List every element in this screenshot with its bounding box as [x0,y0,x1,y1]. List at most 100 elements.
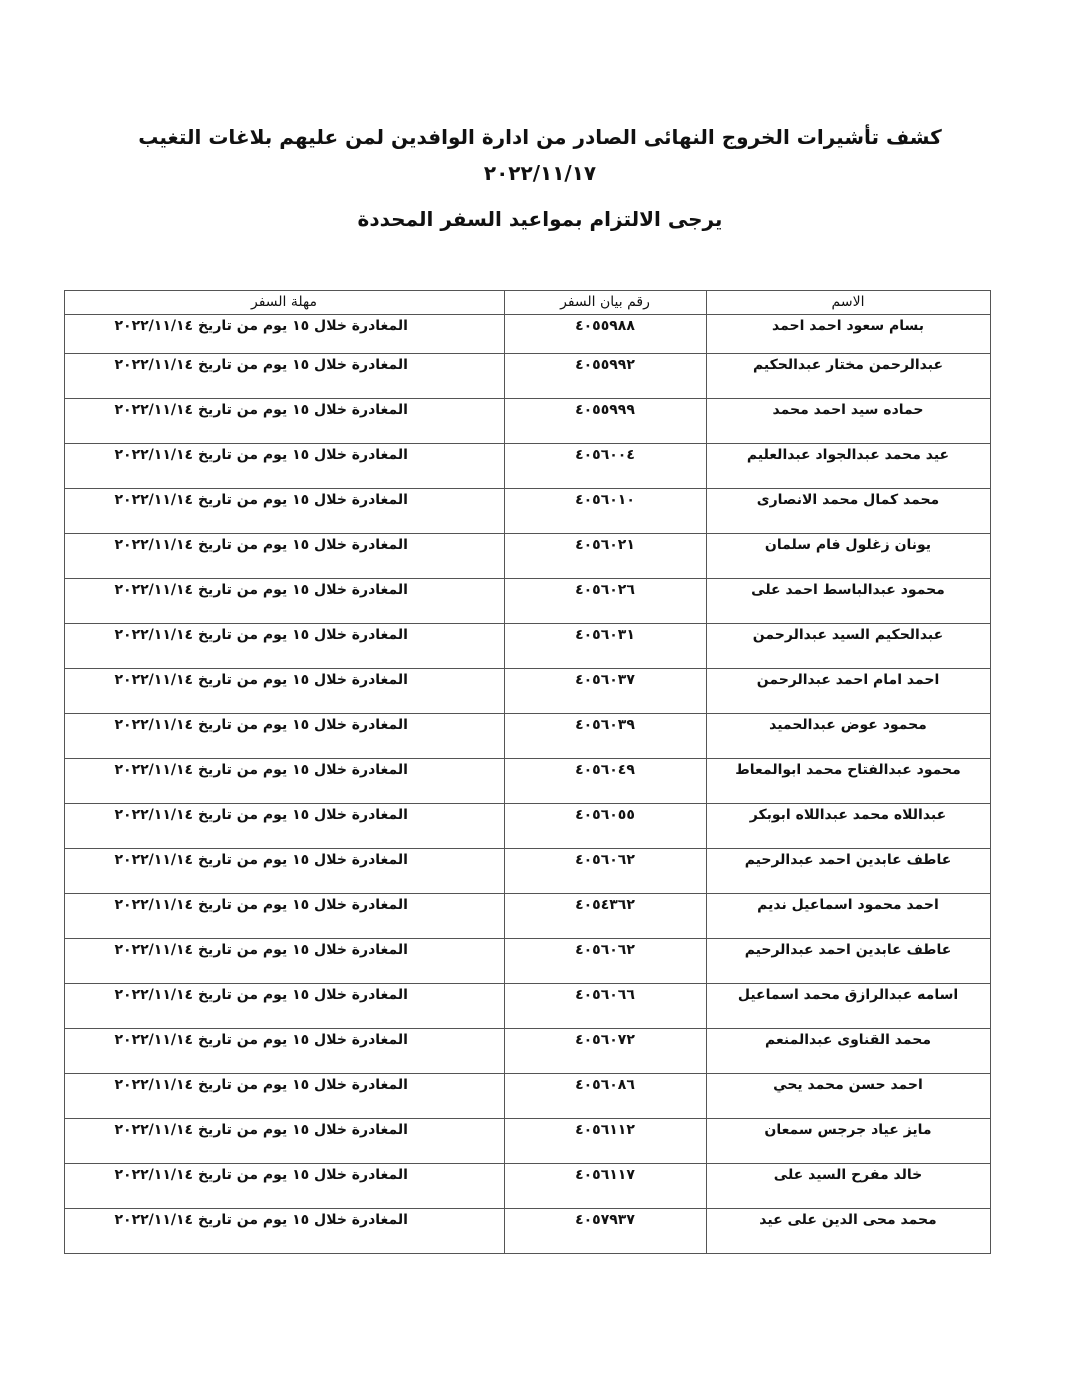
cell-number: ٤٠٥٦٠٢٦ [503,578,707,624]
table-row: عبدالحكيم السيد عبدالرحمن ٤٠٥٦٠٣١ المغادرة… [63,623,991,669]
cell-deadline: المغادرة خلال ١٥ يوم من تاريخ ٢٠٢٢/١١/١٤ [63,983,505,1029]
cell-name: عبدالرحمن مختار عبدالحكيم [705,353,991,399]
deadline-text: المغادرة خلال ١٥ يوم من تاريخ ٢٠٢٢/١١/١٤ [114,807,408,823]
table-header-row: الاسم رقم بيان السفر مهلة السفر [63,290,991,315]
cell-name: عبدالحكيم السيد عبدالرحمن [705,623,991,669]
cell-number: ٤٠٥٦١١٢ [503,1118,707,1164]
cell-number: ٤٠٥٦٠٧٢ [503,1028,707,1074]
table-row: محمد القناوى عبدالمنعم ٤٠٥٦٠٧٢ المغادرة خل… [63,1028,991,1074]
cell-name: محمود عوض عبدالحميد [705,713,991,759]
cell-deadline: المغادرة خلال ١٥ يوم من تاريخ ٢٠٢٢/١١/١٤ [63,1163,505,1209]
deadline-text: المغادرة خلال ١٥ يوم من تاريخ ٢٠٢٢/١١/١٤ [114,492,408,508]
table-row: مايز عياد جرجس سمعان ٤٠٥٦١١٢ المغادرة خلال… [63,1118,991,1164]
deadline-text: المغادرة خلال ١٥ يوم من تاريخ ٢٠٢٢/١١/١٤ [114,942,408,958]
cell-name: محمد كمال محمد الانصارى [705,488,991,534]
cell-number: ٤٠٥٦٠٣٧ [503,668,707,714]
deadline-text: المغادرة خلال ١٥ يوم من تاريخ ٢٠٢٢/١١/١٤ [114,672,408,688]
table-container: الاسم رقم بيان السفر مهلة السفر بسام سعو… [63,290,991,1254]
deadline-text: المغادرة خلال ١٥ يوم من تاريخ ٢٠٢٢/١١/١٤ [114,717,408,733]
cell-deadline: المغادرة خلال ١٥ يوم من تاريخ ٢٠٢٢/١١/١٤ [63,623,505,669]
cell-number: ٤٠٥٦٠٣٩ [503,713,707,759]
cell-name: محمد القناوى عبدالمنعم [705,1028,991,1074]
table-row: محمود عبدالفتاح محمد ابوالمعاط ٤٠٥٦٠٤٩ الم… [63,758,991,804]
cell-name: احمد حسن محمد يحي [705,1073,991,1119]
deadline-text: المغادرة خلال ١٥ يوم من تاريخ ٢٠٢٢/١١/١٤ [114,627,408,643]
cell-number: ٤٠٥٥٩٨٨ [503,314,707,354]
cell-number: ٤٠٥٥٩٩٢ [503,353,707,399]
table-row: احمد حسن محمد يحي ٤٠٥٦٠٨٦ المغادرة خلال ١٥… [63,1073,991,1119]
table-row: محمد محى الدين على عيد ٤٠٥٧٩٣٧ المغادرة خل… [63,1208,991,1254]
cell-name: عيد محمد عبدالجواد عبدالعليم [705,443,991,489]
cell-number: ٤٠٥٤٣٦٢ [503,893,707,939]
cell-number: ٤٠٥٦٠٦٦ [503,983,707,1029]
cell-name: محمد محى الدين على عيد [705,1208,991,1254]
cell-deadline: المغادرة خلال ١٥ يوم من تاريخ ٢٠٢٢/١١/١٤ [63,803,505,849]
cell-name: بسام سعود احمد احمد [705,314,991,354]
document-subtitle: يرجى الالتزام بمواعيد السفر المحددة [357,207,723,231]
cell-name: يونان زغلول فام سلمان [705,533,991,579]
table-row: اسامه عبدالرازق محمد اسماعيل ٤٠٥٦٠٦٦ المغا… [63,983,991,1029]
table-row: عاطف عابدين احمد عبدالرحيم ٤٠٥٦٠٦٢ المغادر… [63,848,991,894]
cell-number: ٤٠٥٦٠٠٤ [503,443,707,489]
cell-name: حماده سيد احمد محمد [705,398,991,444]
cell-number: ٤٠٥٦٠٦٢ [503,938,707,984]
cell-deadline: المغادرة خلال ١٥ يوم من تاريخ ٢٠٢٢/١١/١٤ [63,893,505,939]
table-row: محمود عبدالباسط احمد على ٤٠٥٦٠٢٦ المغادرة … [63,578,991,624]
cell-deadline: المغادرة خلال ١٥ يوم من تاريخ ٢٠٢٢/١١/١٤ [63,848,505,894]
cell-number: ٤٠٥٦٠٥٥ [503,803,707,849]
cell-deadline: المغادرة خلال ١٥ يوم من تاريخ ٢٠٢٢/١١/١٤ [63,398,505,444]
table-row: عاطف عابدين احمد عبدالرحيم ٤٠٥٦٠٦٢ المغادر… [63,938,991,984]
cell-number: ٤٠٥٦٠٦٢ [503,848,707,894]
cell-name: احمد امام احمد عبدالرحمن [705,668,991,714]
deadline-text: المغادرة خلال ١٥ يوم من تاريخ ٢٠٢٢/١١/١٤ [114,402,408,418]
table-row: محمد كمال محمد الانصارى ٤٠٥٦٠١٠ المغادرة خ… [63,488,991,534]
cell-number: ٤٠٥٦٠٢١ [503,533,707,579]
cell-number: ٤٠٥٦٠٣١ [503,623,707,669]
visa-table: الاسم رقم بيان السفر مهلة السفر بسام سعو… [63,290,991,1254]
cell-deadline: المغادرة خلال ١٥ يوم من تاريخ ٢٠٢٢/١١/١٤ [63,713,505,759]
deadline-text: المغادرة خلال ١٥ يوم من تاريخ ٢٠٢٢/١١/١٤ [114,1077,408,1093]
cell-deadline: المغادرة خلال ١٥ يوم من تاريخ ٢٠٢٢/١١/١٤ [63,353,505,399]
deadline-text: المغادرة خلال ١٥ يوم من تاريخ ٢٠٢٢/١١/١٤ [114,582,408,598]
cell-name: عاطف عابدين احمد عبدالرحيم [705,938,991,984]
cell-deadline: المغادرة خلال ١٥ يوم من تاريخ ٢٠٢٢/١١/١٤ [63,1073,505,1119]
cell-name: خالد مفرح السيد على [705,1163,991,1209]
deadline-text: المغادرة خلال ١٥ يوم من تاريخ ٢٠٢٢/١١/١٤ [114,318,408,334]
cell-name: احمد محمود اسماعيل نديم [705,893,991,939]
cell-number: ٤٠٥٦٠١٠ [503,488,707,534]
cell-number: ٤٠٥٧٩٣٧ [503,1208,707,1254]
cell-deadline: المغادرة خلال ١٥ يوم من تاريخ ٢٠٢٢/١١/١٤ [63,578,505,624]
cell-deadline: المغادرة خلال ١٥ يوم من تاريخ ٢٠٢٢/١١/١٤ [63,668,505,714]
cell-name: مايز عياد جرجس سمعان [705,1118,991,1164]
deadline-text: المغادرة خلال ١٥ يوم من تاريخ ٢٠٢٢/١١/١٤ [114,537,408,553]
cell-deadline: المغادرة خلال ١٥ يوم من تاريخ ٢٠٢٢/١١/١٤ [63,443,505,489]
document-date: ٢٠٢٢/١١/١٧ [483,161,597,185]
table-row: عبدالرحمن مختار عبدالحكيم ٤٠٥٥٩٩٢ المغادرة… [63,353,991,399]
cell-deadline: المغادرة خلال ١٥ يوم من تاريخ ٢٠٢٢/١١/١٤ [63,488,505,534]
cell-deadline: المغادرة خلال ١٥ يوم من تاريخ ٢٠٢٢/١١/١٤ [63,1028,505,1074]
document-page: كشف تأشيرات الخروج النهائى الصادر من ادا… [63,125,991,1254]
deadline-text: المغادرة خلال ١٥ يوم من تاريخ ٢٠٢٢/١١/١٤ [114,1212,408,1228]
deadline-text: المغادرة خلال ١٥ يوم من تاريخ ٢٠٢٢/١١/١٤ [114,1032,408,1048]
deadline-text: المغادرة خلال ١٥ يوم من تاريخ ٢٠٢٢/١١/١٤ [114,1167,408,1183]
table-body: بسام سعود احمد احمد ٤٠٥٥٩٨٨ المغادرة خلال … [63,314,991,1254]
table-row: خالد مفرح السيد على ٤٠٥٦١١٧ المغادرة خلال … [63,1163,991,1209]
document-title: كشف تأشيرات الخروج النهائى الصادر من ادا… [138,125,942,149]
cell-deadline: المغادرة خلال ١٥ يوم من تاريخ ٢٠٢٢/١١/١٤ [63,533,505,579]
cell-deadline: المغادرة خلال ١٥ يوم من تاريخ ٢٠٢٢/١١/١٤ [63,1208,505,1254]
cell-number: ٤٠٥٥٩٩٩ [503,398,707,444]
table-row: عيد محمد عبدالجواد عبدالعليم ٤٠٥٦٠٠٤ المغا… [63,443,991,489]
table-row: بسام سعود احمد احمد ٤٠٥٥٩٨٨ المغادرة خلال … [63,314,991,354]
cell-name: اسامه عبدالرازق محمد اسماعيل [705,983,991,1029]
deadline-text: المغادرة خلال ١٥ يوم من تاريخ ٢٠٢٢/١١/١٤ [114,1122,408,1138]
deadline-text: المغادرة خلال ١٥ يوم من تاريخ ٢٠٢٢/١١/١٤ [114,852,408,868]
cell-deadline: المغادرة خلال ١٥ يوم من تاريخ ٢٠٢٢/١١/١٤ [63,314,505,354]
table-row: محمود عوض عبدالحميد ٤٠٥٦٠٣٩ المغادرة خلال … [63,713,991,759]
deadline-text: المغادرة خلال ١٥ يوم من تاريخ ٢٠٢٢/١١/١٤ [114,357,408,373]
cell-number: ٤٠٥٦٠٨٦ [503,1073,707,1119]
table-row: عبداللاه محمد عبداللاه ابوبكر ٤٠٥٦٠٥٥ المغ… [63,803,991,849]
column-header-name: الاسم [705,290,991,315]
column-header-deadline: مهلة السفر [63,290,505,315]
table-row: يونان زغلول فام سلمان ٤٠٥٦٠٢١ المغادرة خلا… [63,533,991,579]
cell-deadline: المغادرة خلال ١٥ يوم من تاريخ ٢٠٢٢/١١/١٤ [63,938,505,984]
